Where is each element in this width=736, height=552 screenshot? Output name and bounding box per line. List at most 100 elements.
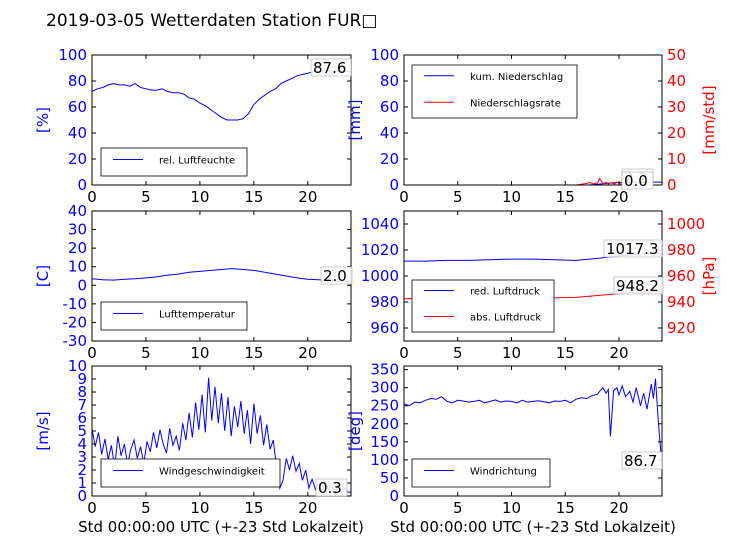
y-tick-label: 80 [380, 72, 399, 90]
y-tick-label: 40 [68, 124, 87, 142]
y-tick-label: 60 [380, 98, 399, 116]
y-right-tick-label: 0 [667, 176, 677, 194]
y-tick-label: 3 [77, 448, 87, 466]
x-tick-label: 10 [190, 499, 209, 517]
legend-box [411, 64, 578, 119]
annotation-value: 0.3 [318, 479, 342, 497]
y-tick-label: 20 [380, 150, 399, 168]
legend-box [100, 301, 248, 331]
y-right-tick-label: 10 [667, 150, 686, 168]
annotation-box [613, 276, 664, 295]
y-tick-label: 8 [77, 383, 87, 401]
y-tick-label: 250 [370, 397, 399, 415]
y-tick-label: 10 [68, 357, 87, 375]
x-tick-label: 15 [244, 499, 263, 517]
y-tick-label: 1040 [361, 215, 399, 233]
y-right-axis-label: [hPa] [700, 257, 718, 296]
y-tick-label: 1020 [361, 241, 399, 259]
plot-frame [403, 54, 663, 186]
y-axis-label: [mm] [346, 100, 364, 141]
x-tick-label: 15 [556, 499, 575, 517]
y-tick-label: 60 [68, 98, 87, 116]
y-tick-label: 0 [77, 276, 87, 294]
annotation-value: 0.0 [624, 172, 648, 190]
x-tick-label: 5 [453, 188, 463, 206]
x-tick-label: 10 [190, 344, 209, 362]
y-tick-label: 40 [68, 202, 87, 220]
y-tick-label: 30 [68, 221, 87, 239]
y-tick-label: 0 [77, 176, 87, 194]
panel-humidity: 0 5 10 15 20 0 20 40 60 80 100 [%] rel. Luftfeuchte 8… [34, 46, 352, 206]
y-tick-label: 50 [380, 469, 399, 487]
y-tick-label: 100 [370, 451, 399, 469]
y-tick-label: 200 [370, 415, 399, 433]
x-tick-label: 10 [502, 188, 521, 206]
y-tick-label: -30 [63, 332, 88, 350]
y-tick-label: 9 [77, 370, 87, 388]
y-axis-label: [deg] [346, 411, 364, 451]
legend-box [100, 147, 248, 177]
annotation-value: 1017.3 [606, 240, 659, 258]
y-tick-label: 960 [370, 319, 399, 337]
annotation-box [320, 266, 353, 285]
annotation-value: 948.2 [616, 277, 659, 295]
x-tick-label: 20 [609, 188, 628, 206]
annotation-box [315, 478, 348, 497]
x-axis-label-right: Std 00:00:00 UTC (+-23 Std Lokalzeit) [390, 518, 676, 536]
x-tick-label: 5 [141, 188, 151, 206]
legend-label: kum. Niederschlag [470, 72, 563, 83]
x-tick-label: 0 [87, 499, 97, 517]
y-tick-label: 80 [68, 72, 87, 90]
legend-label: abs. Luftdruck [470, 313, 541, 324]
y-tick-label: 7 [77, 396, 87, 414]
annotation-value: 87.6 [313, 59, 346, 77]
legend-label: Windgeschwindigkeit [159, 467, 265, 478]
y-tick-label: 20 [68, 150, 87, 168]
y-right-tick-label: 20 [667, 124, 686, 142]
x-tick-label: 15 [556, 188, 575, 206]
y-right-tick-label: 30 [667, 98, 686, 116]
plot-frame [91, 54, 352, 186]
legend-label: red. Luftdruck [470, 287, 540, 298]
y-tick-label: 10 [68, 258, 87, 276]
annotation-box [603, 239, 663, 258]
series-line-windspeed-0 [92, 377, 351, 495]
y-right-tick-label: 1000 [667, 215, 705, 233]
y-tick-label: -20 [63, 313, 88, 331]
y-tick-label: 5 [77, 422, 87, 440]
x-tick-label: 0 [399, 499, 409, 517]
x-tick-label: 20 [609, 499, 628, 517]
y-tick-label: 40 [380, 124, 399, 142]
panel-winddirection: 0 5 10 15 20050100150200250300350[deg]Windri… [346, 361, 663, 517]
y-tick-label: 100 [370, 46, 399, 64]
x-tick-label: 20 [298, 499, 317, 517]
y-tick-label: 1000 [361, 267, 399, 285]
annotation-box [621, 171, 654, 190]
y-right-axis-label: [mm/std] [700, 85, 718, 154]
legend-label: Niederschlagsrate [470, 98, 561, 109]
x-tick-label: 15 [556, 344, 575, 362]
x-tick-label: 0 [87, 188, 97, 206]
y-right-tick-label: 40 [667, 72, 686, 90]
x-axis-label-left: Std 00:00:00 UTC (+-23 Std Lokalzeit) [78, 518, 364, 536]
series-line-humidity-0 [92, 70, 351, 121]
y-tick-label: 6 [77, 409, 87, 427]
figure-title: 2019-03-05 Wetterdaten Station FUR□ [46, 11, 377, 31]
y-right-tick-label: 940 [667, 293, 696, 311]
plot-frame [403, 365, 663, 497]
y-tick-label: 0 [389, 487, 399, 505]
y-right-tick-label: 960 [667, 267, 696, 285]
y-tick-label: 4 [77, 435, 87, 453]
y-tick-label: 1 [77, 474, 87, 492]
x-tick-label: 20 [609, 344, 628, 362]
y-tick-label: 20 [68, 239, 87, 257]
x-tick-label: 15 [244, 188, 263, 206]
legend-box [411, 458, 551, 488]
x-tick-label: 0 [87, 344, 97, 362]
x-tick-label: 10 [502, 344, 521, 362]
x-tick-label: 0 [399, 344, 409, 362]
y-tick-label: 2 [77, 461, 87, 479]
y-tick-label: 0 [389, 176, 399, 194]
